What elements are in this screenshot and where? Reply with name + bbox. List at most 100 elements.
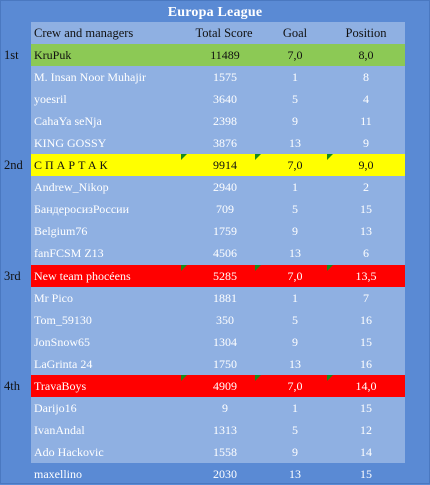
manager-position: 6 [363,246,369,261]
manager-goal: 9 [292,334,298,349]
manager-total-score: 1313 [213,422,237,437]
team-name: New team phocéens [34,268,131,283]
manager-total-score: 1575 [213,70,237,85]
manager-position: 12 [360,422,372,437]
manager-name: maxellino [34,466,82,481]
manager-name: Darijo16 [34,400,77,415]
header-score: Total Score [195,26,253,40]
manager-goal: 9 [292,224,298,239]
table-row: CahaYa seNja 2398 9 11 [31,110,405,132]
table-row: fanFCSM Z13 4506 13 6 [31,242,405,264]
manager-goal: 1 [292,180,298,195]
cell-comment-marker [255,154,261,161]
table-row: Darijo16 9 1 15 [31,397,405,419]
manager-total-score: 2398 [213,114,237,129]
manager-position: 16 [360,356,372,371]
table-row: JonSnow65 1304 9 15 [31,331,405,353]
table-row: yoesril 3640 5 4 [31,88,405,110]
cell-comment-marker [327,374,333,381]
manager-position: 16 [360,312,372,327]
manager-name: Mr Pico [34,290,73,305]
team-position: 13,5 [355,268,377,283]
manager-position: 15 [360,466,372,481]
header-goal: Goal [282,26,308,40]
group-rank: 4th [4,378,20,393]
manager-goal: 13 [289,356,301,371]
manager-total-score: 3640 [213,92,237,107]
manager-goal: 13 [289,466,301,481]
team-name: TravaBoys [34,378,87,393]
manager-position: 9 [363,136,369,151]
team-position: 9,0 [358,158,374,173]
manager-goal: 9 [292,444,298,459]
manager-name: LaGrinta 24 [34,356,93,371]
table-row: Belgium76 1759 9 13 [31,220,405,242]
manager-name: KING GOSSY [34,136,107,151]
manager-name: Belgium76 [34,224,88,239]
manager-goal: 1 [292,70,298,85]
manager-position: 2 [363,180,369,195]
manager-position: 11 [360,114,372,129]
team-goal: 7,0 [287,268,303,283]
manager-name: Tom_59130 [34,312,92,327]
manager-name: IvanAndal [34,422,85,437]
table-row: KING GOSSY 3876 13 9 [31,132,405,154]
manager-total-score: 2030 [213,466,237,481]
cell-comment-marker [327,154,333,161]
team-name: KruPuk [34,48,72,62]
manager-goal: 5 [292,202,298,217]
team-leader-row: СПАРТАК 9914 7,0 9,0 [31,154,405,177]
table-row: maxellino 2030 13 15 [31,463,405,485]
manager-goal: 5 [292,422,298,437]
cell-comment-marker [255,264,261,271]
team-name: СПАРТАК [34,158,111,173]
team-goal: 7,0 [287,378,303,393]
table-row: LaGrinta 24 1750 13 16 [31,353,405,375]
manager-goal: 5 [292,312,298,327]
cell-comment-marker [181,374,187,381]
team-leader-row: TravaBoys 4909 7,0 14,0 [31,374,405,397]
team-leader-row: KruPuk 11489 7,0 8,0 [31,44,405,66]
manager-position: 13 [360,224,372,239]
group-rank: 1st [4,48,19,62]
header-position: Position [345,26,387,40]
manager-total-score: 350 [216,312,234,327]
manager-name: CahaYa seNja [34,114,102,129]
manager-name: Andrew_Nikop [34,180,109,195]
team-total-score: 11489 [210,48,240,62]
manager-goal: 13 [289,136,301,151]
manager-total-score: 1558 [213,444,237,459]
manager-position: 15 [360,334,372,349]
team-position: 14,0 [355,378,377,393]
team-leader-row: New team phocéens 5285 7,0 13,5 [31,264,405,287]
manager-goal: 5 [292,92,298,107]
team-goal: 7,0 [287,158,303,173]
cell-comment-marker [327,264,333,271]
table-header: Crew and managers Total Score Goal Posit… [31,22,405,44]
manager-goal: 1 [292,400,298,415]
manager-total-score: 1759 [213,224,237,239]
manager-position: 8 [363,70,369,85]
cell-comment-marker [181,154,187,161]
manager-total-score: 1881 [213,290,237,305]
manager-goal: 1 [292,290,298,305]
table-row: БандеросизРоссии 709 5 15 [31,198,405,220]
manager-goal: 9 [292,114,298,129]
header-name: Crew and managers [34,26,134,40]
manager-name: БандеросизРоссии [34,202,130,217]
manager-name: Ado Hackovic [34,444,104,459]
table-row: Mr Pico 1881 1 7 [31,287,405,309]
team-position: 8,0 [358,48,374,62]
manager-name: yoesril [34,92,67,107]
manager-total-score: 3876 [213,136,237,151]
team-goal: 7,0 [287,48,303,62]
cell-comment-marker [181,264,187,271]
manager-total-score: 1304 [213,334,237,349]
table-row: Andrew_Nikop 2940 1 2 [31,176,405,198]
manager-total-score: 9 [222,400,228,415]
team-total-score: 9914 [213,158,237,173]
manager-goal: 13 [289,246,301,261]
manager-name: M. Insan Noor Muhajir [34,70,146,85]
manager-total-score: 1750 [213,356,237,371]
manager-total-score: 709 [216,202,234,217]
